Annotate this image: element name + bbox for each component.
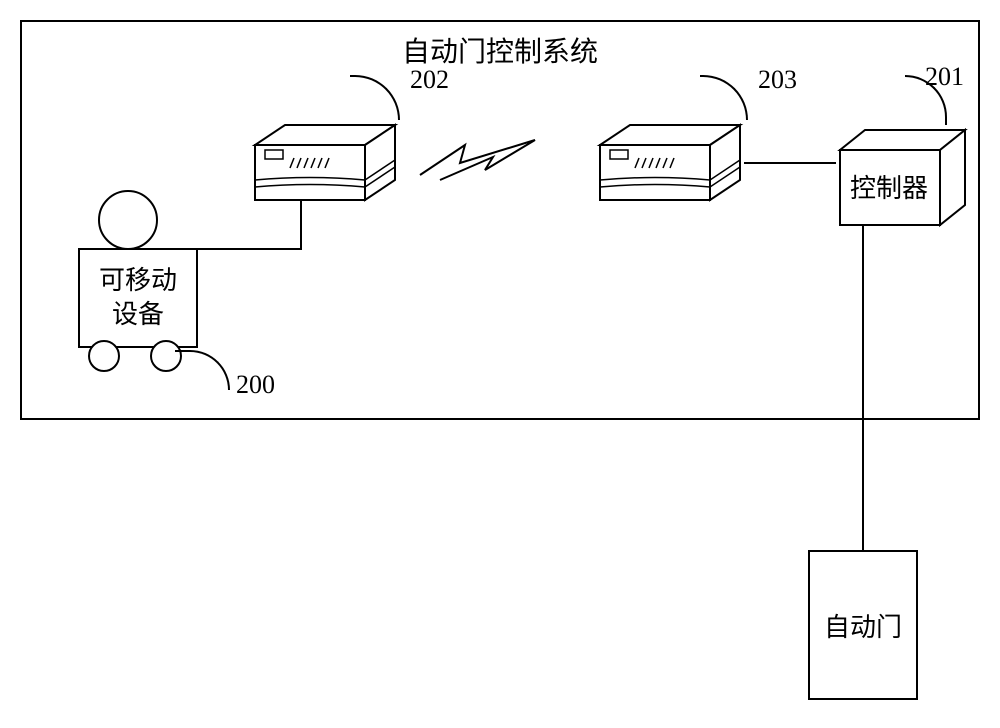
link-robot-202-h [198, 248, 302, 250]
robot-wheel-icon [88, 340, 120, 372]
link-robot-202 [300, 200, 302, 248]
auto-door-label: 自动门 [824, 607, 902, 644]
system-title: 自动门控制系统 [402, 30, 598, 70]
link-controller-door [862, 226, 864, 550]
label-200: 200 [236, 370, 275, 400]
device-202-icon [225, 120, 400, 230]
label-202: 202 [410, 65, 449, 95]
label-201: 201 [925, 62, 964, 92]
controller-label: 控制器 [850, 168, 928, 205]
label-203: 203 [758, 65, 797, 95]
device-203-icon [570, 120, 745, 230]
mobile-device-label: 可移动 设备 [99, 264, 177, 332]
mobile-device-node: 可移动 设备 [78, 248, 198, 348]
robot-head-icon [98, 190, 158, 250]
auto-door-node: 自动门 [808, 550, 918, 700]
link-203-controller [744, 162, 836, 164]
wireless-link-icon [415, 130, 565, 190]
